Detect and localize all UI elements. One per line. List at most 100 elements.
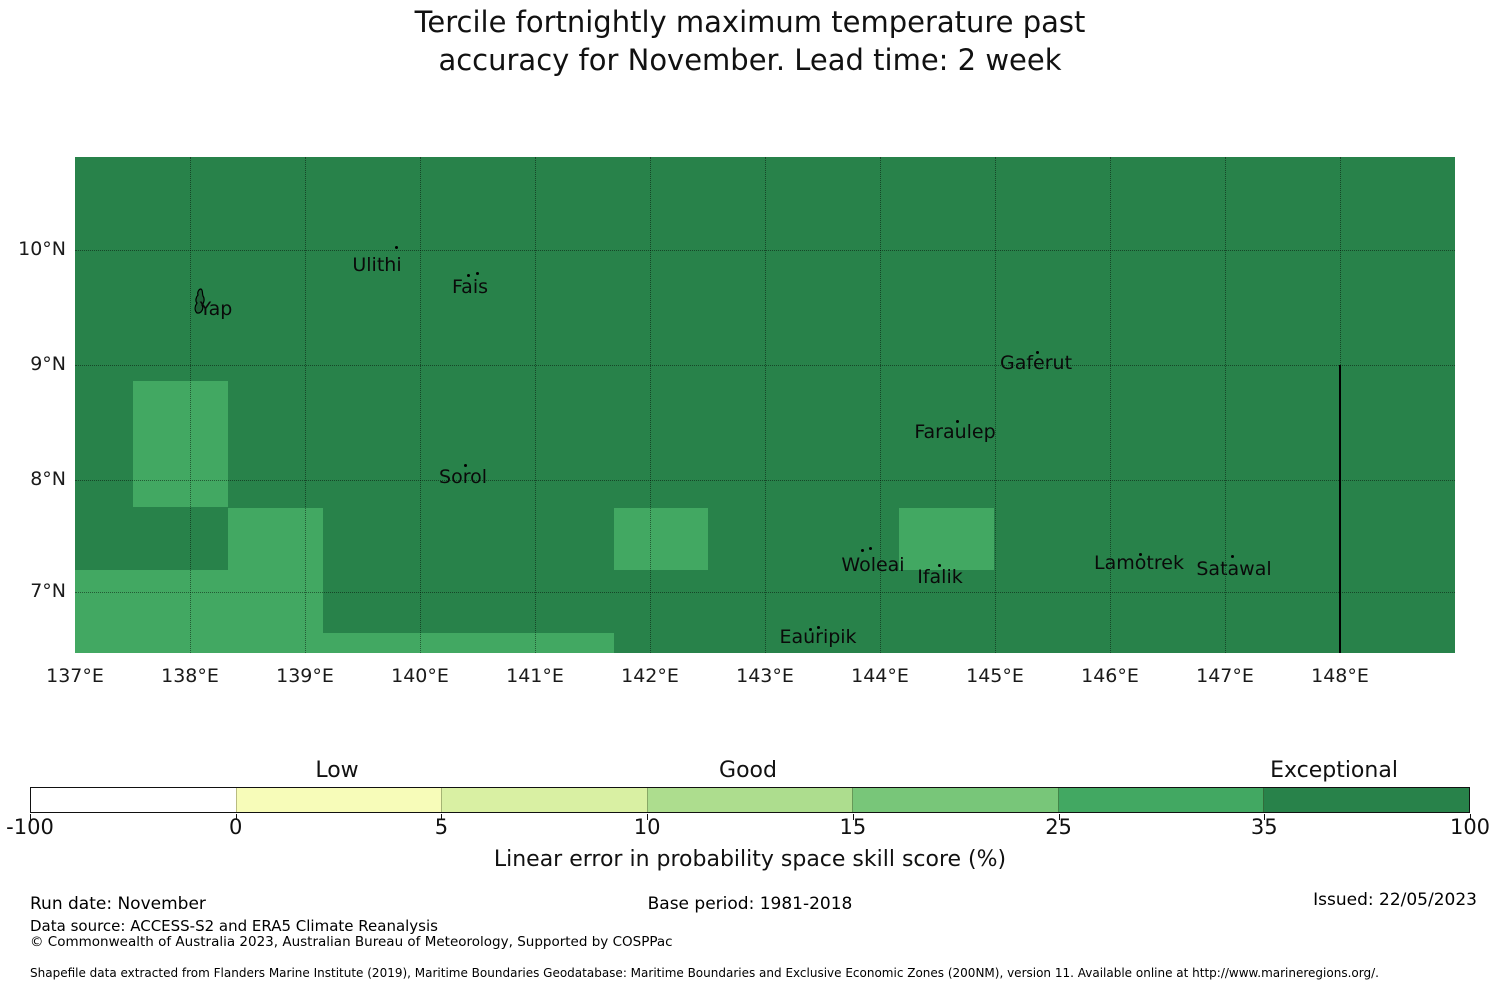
island-dot (476, 272, 479, 275)
gridline-horizontal (75, 365, 1455, 366)
lon-tick-label: 144°E (851, 665, 909, 687)
gridline-vertical (420, 157, 421, 653)
lat-tick-label: 9°N (30, 353, 66, 375)
colorbar-tick-label: 0 (229, 815, 243, 839)
maritime-boundary-line (1339, 365, 1341, 653)
skill-cell-25-35 (75, 570, 229, 653)
lon-tick-label: 148°E (1311, 665, 1369, 687)
gridline-vertical (1225, 157, 1226, 653)
gridline-vertical (995, 157, 996, 653)
lon-tick-label: 141°E (506, 665, 564, 687)
map-area: Yap Ulithi Fais Sorol Gaferut Faraulep Woleai I… (75, 157, 1455, 653)
colorbar-tick-label: 35 (1250, 815, 1278, 839)
colorbar-tick-label: 100 (1449, 815, 1491, 839)
colorbar-class-label: Low (315, 758, 359, 783)
island-dot (464, 464, 467, 467)
gridline-vertical (535, 157, 536, 653)
lon-tick-label: 145°E (966, 665, 1024, 687)
gridline-vertical (650, 157, 651, 653)
gridline-vertical (765, 157, 766, 653)
colorbar-tick-label: 5 (434, 815, 449, 839)
island-dot (1231, 555, 1234, 558)
lat-tick-label: 8°N (30, 468, 66, 490)
base-period-text: Base period: 1981-2018 (647, 894, 853, 914)
colorbar-segment (1263, 788, 1470, 812)
colorbar-tick (441, 814, 443, 820)
lon-tick-label: 142°E (621, 665, 679, 687)
lon-tick-label: 139°E (276, 665, 334, 687)
lon-tick-label: 146°E (1081, 665, 1139, 687)
island-label: Satawal (1196, 558, 1272, 580)
skill-cell-25-35 (323, 633, 614, 653)
skill-cell-25-35 (133, 381, 228, 507)
gridline-vertical (190, 157, 191, 653)
island-dot (938, 564, 941, 567)
colorbar-tick (1058, 814, 1060, 820)
colorbar-segment (441, 788, 647, 812)
colorbar (30, 787, 1470, 813)
lat-tick-label: 10°N (18, 238, 66, 260)
colorbar-tick-label: 25 (1045, 815, 1072, 839)
colorbar-segment (235, 788, 442, 812)
colorbar-segment (31, 788, 236, 812)
island-dot (467, 274, 470, 277)
chart-title-line1: Tercile fortnightly maximum temperature … (414, 5, 1086, 39)
colorbar-tick (30, 814, 31, 820)
gridline-horizontal (75, 250, 1455, 251)
lon-tick-label: 140°E (391, 665, 449, 687)
island-label: Eauripik (779, 626, 857, 648)
colorbar-tick (235, 814, 237, 820)
island-dot (861, 549, 864, 552)
gridline-vertical (1110, 157, 1111, 653)
island-dot (869, 547, 872, 550)
gridline-vertical (305, 157, 306, 653)
colorbar-tick-label: 15 (839, 815, 867, 839)
chart-title-line2: accuracy for November. Lead time: 2 week (438, 43, 1062, 77)
island-dot (809, 628, 812, 631)
colorbar-tick (852, 814, 854, 820)
island-label: Woleai (841, 554, 905, 576)
skill-cell-25-35 (899, 508, 994, 570)
island-dot (956, 420, 959, 423)
island-dot (817, 626, 820, 629)
island-label: Fais (451, 276, 489, 298)
skill-cell-25-35 (228, 508, 323, 653)
island-dot (1139, 553, 1142, 556)
lon-tick-label: 143°E (736, 665, 794, 687)
gridline-horizontal (75, 592, 1455, 593)
colorbar-tick-label: -100 (6, 815, 54, 839)
colorbar-tick (1470, 814, 1471, 820)
lon-tick-label: 137°E (46, 665, 104, 687)
island-label: Gaferut (999, 352, 1073, 374)
colorbar-segment (1057, 788, 1264, 812)
colorbar-tick-label: 10 (633, 815, 661, 839)
island-label: Yap (199, 298, 233, 320)
colorbar-tick (1264, 814, 1266, 820)
shapefile-note-text: Shapefile data extracted from Flanders M… (30, 966, 1379, 980)
lon-tick-label: 138°E (161, 665, 219, 687)
island-label: Faraulep (914, 421, 996, 443)
colorbar-class-label: Exceptional (1270, 758, 1398, 783)
gridline-horizontal (75, 480, 1455, 481)
colorbar-tick (647, 814, 649, 820)
copyright-text: © Commonwealth of Australia 2023, Austra… (30, 934, 673, 950)
gridline-vertical (880, 157, 881, 653)
colorbar-class-label: Good (719, 758, 777, 783)
yap-island-shape (190, 287, 210, 315)
island-label: Ulithi (352, 254, 402, 276)
island-dot (395, 246, 398, 249)
island-label: Sorol (439, 466, 487, 488)
colorbar-segment (646, 788, 853, 812)
lat-tick-label: 7°N (30, 580, 66, 602)
skill-cell-25-35 (614, 508, 708, 570)
island-dot (1036, 351, 1039, 354)
data-source-text: Data source: ACCESS-S2 and ERA5 Climate … (30, 917, 438, 935)
run-date-text: Run date: November (30, 894, 206, 914)
issued-date-text: Issued: 22/05/2023 (1313, 890, 1477, 910)
colorbar-segment (852, 788, 1058, 812)
island-label: Lamotrek (1094, 552, 1184, 574)
island-label: Ifalik (917, 566, 963, 588)
lon-tick-label: 147°E (1196, 665, 1254, 687)
colorbar-axis-label: Linear error in probability space skill … (493, 847, 1007, 872)
